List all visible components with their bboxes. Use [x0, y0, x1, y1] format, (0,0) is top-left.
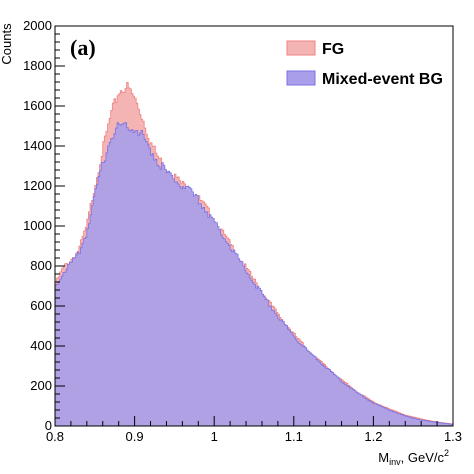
y-tick-label: 400 [30, 338, 52, 353]
y-tick-label: 200 [30, 378, 52, 393]
y-tick-label: 800 [30, 258, 52, 273]
series-mixed-event-bg-histogram [54, 122, 454, 427]
y-tick-label: 1200 [23, 178, 52, 193]
x-tick-label: 1.1 [285, 429, 303, 444]
x-axis-title: Minv, GeV/c2 [378, 448, 449, 467]
y-tick-label: 600 [30, 298, 52, 313]
x-tick-label: 1 [211, 429, 218, 444]
x-tick-label: 0.9 [126, 429, 144, 444]
panel-label: (a) [70, 35, 96, 60]
legend-swatch-fg [286, 40, 316, 56]
y-axis-title: Counts [0, 23, 14, 65]
y-tick-label: 1000 [23, 218, 52, 233]
y-tick-label: 1600 [23, 98, 52, 113]
x-axis-title-unit: , GeV/c [401, 450, 445, 465]
y-tick-label: 1800 [23, 58, 52, 73]
y-tick-label: 2000 [23, 18, 52, 33]
legend: FG Mixed-event BG [286, 40, 443, 88]
y-tick-label: 1400 [23, 138, 52, 153]
x-tick-label: 1.3 [444, 429, 462, 444]
legend-label-bg: Mixed-event BG [322, 71, 443, 88]
x-axis-title-main: M [378, 450, 389, 465]
x-axis-title-sub: inv [389, 457, 401, 467]
axes-layer: 0 200 400 600 800 1000 1200 1400 1600 1800 2000 0.8… [23, 18, 462, 444]
legend-swatch-bg [286, 70, 316, 86]
x-tick-label: 0.8 [46, 429, 64, 444]
x-tick-label: 1.2 [364, 429, 382, 444]
series-layer [54, 81, 454, 427]
y-tick-label: 0 [45, 418, 52, 433]
legend-label-fg: FG [322, 41, 344, 58]
x-axis-title-sup: 2 [444, 448, 449, 458]
